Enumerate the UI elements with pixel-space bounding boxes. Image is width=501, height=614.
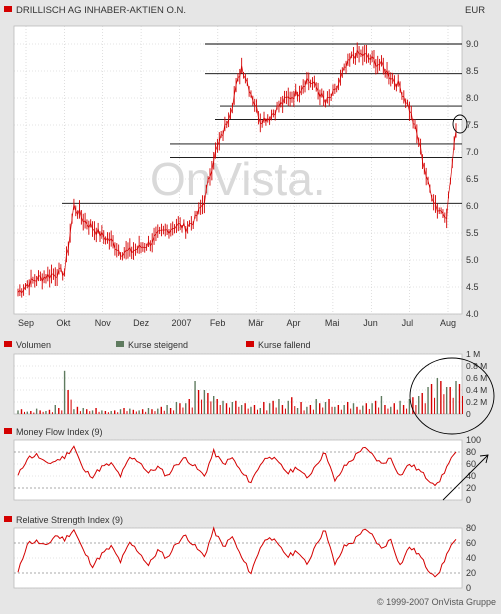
mfi-panel — [14, 440, 462, 500]
volume-tick-label: 0.8 M — [466, 361, 487, 371]
volume-tick-label: 0.4 M — [466, 385, 487, 395]
month-label: Mai — [325, 318, 340, 328]
month-label: Sep — [18, 318, 34, 328]
copyright: © 1999-2007 OnVista Gruppe — [377, 597, 496, 607]
month-label: Okt — [56, 318, 71, 328]
month-label: Feb — [210, 318, 226, 328]
watermark: OnVista. — [150, 153, 326, 205]
rsi-tick-label: 20 — [466, 568, 476, 578]
month-label: Jun — [363, 318, 378, 328]
title-marker — [4, 6, 12, 12]
rsi-tick-label: 60 — [466, 538, 476, 548]
rsi-tick-label: 40 — [466, 553, 476, 563]
price-axis-labels: 4.0 4.5 5.0 5.5 6.0 6.5 7.0 7.5 8.0 8.5 9.0 — [466, 39, 479, 319]
rsi-panel — [14, 528, 462, 588]
volume-tick-label: 1 M — [466, 349, 480, 359]
price-tick-label: 5.5 — [466, 228, 479, 238]
chart-title: DRILLISCH AG INHABER-AKTIEN O.N. — [16, 5, 186, 16]
month-label: Mär — [248, 318, 264, 328]
mfi-tick-label: 100 — [466, 435, 481, 445]
month-label: 2007 — [171, 318, 191, 328]
mfi-tick-label: 60 — [466, 459, 476, 469]
price-tick-label: 6.0 — [466, 201, 479, 211]
month-label: Jul — [402, 318, 414, 328]
rsi-title: Relative Strength Index (9) — [16, 515, 123, 525]
price-tick-label: 4.0 — [466, 309, 479, 319]
price-tick-label: 5.0 — [466, 255, 479, 265]
price-tick-label: 9.0 — [466, 39, 479, 49]
mfi-tick-label: 80 — [466, 447, 476, 457]
mfi-marker — [4, 428, 12, 434]
currency-label: EUR — [465, 5, 485, 16]
price-tick-label: 6.5 — [466, 174, 479, 184]
price-tick-label: 8.0 — [466, 93, 479, 103]
price-tick-label: 4.5 — [466, 282, 479, 292]
month-label: Nov — [95, 318, 112, 328]
volume-axis-labels: 1 M 0.8 M 0.6 M 0.4 M 0.2 M 0 — [466, 349, 487, 419]
price-tick-label: 8.5 — [466, 66, 479, 76]
legend-rising-label: Kurse steigend — [128, 340, 188, 350]
month-label: Aug — [440, 318, 456, 328]
month-label: Apr — [287, 318, 301, 328]
price-tick-label: 7.5 — [466, 120, 479, 130]
rsi-tick-label: 0 — [466, 583, 471, 593]
month-label: Dez — [133, 318, 150, 328]
legend-falling-swatch — [246, 341, 254, 347]
legend-falling-label: Kurse fallend — [258, 340, 311, 350]
month-labels: Sep Okt Nov Dez 2007 Feb Mär Apr Mai Jun Jul Aug — [18, 318, 456, 328]
rsi-marker — [4, 516, 12, 522]
volume-tick-label: 0 — [466, 409, 471, 419]
volume-tick-label: 0.6 M — [466, 373, 487, 383]
mfi-tick-label: 0 — [466, 495, 471, 505]
price-tick-label: 7.0 — [466, 147, 479, 157]
rsi-axis-labels: 80 60 40 20 0 — [466, 523, 476, 593]
mfi-tick-label: 20 — [466, 483, 476, 493]
volume-title: Volumen — [16, 340, 51, 350]
legend-rising-swatch — [116, 341, 124, 347]
rsi-tick-label: 80 — [466, 523, 476, 533]
volume-marker — [4, 341, 12, 347]
volume-tick-label: 0.2 M — [466, 397, 487, 407]
mfi-title: Money Flow Index (9) — [16, 427, 103, 437]
